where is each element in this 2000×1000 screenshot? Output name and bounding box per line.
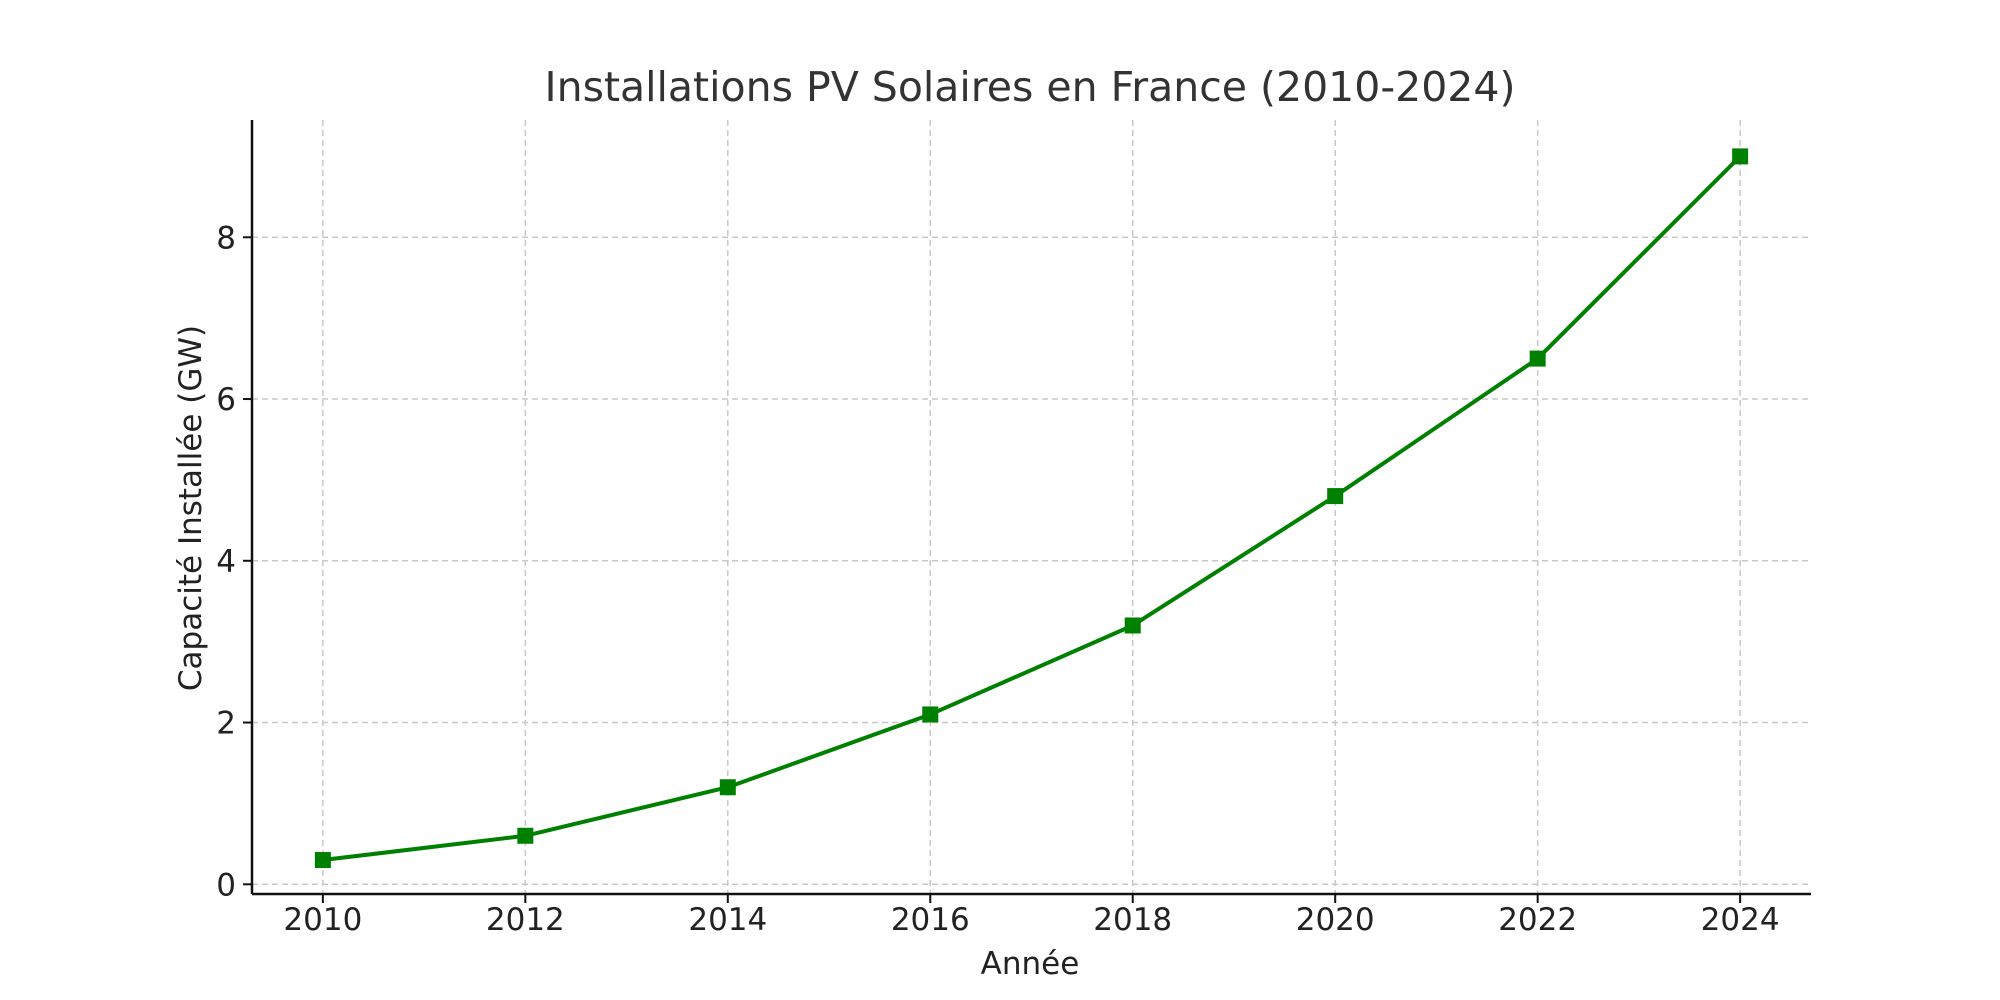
y-tick-label: 0 — [216, 867, 236, 903]
x-tick-label: 2022 — [1498, 902, 1577, 938]
data-point-marker — [314, 852, 331, 869]
series — [314, 148, 1749, 869]
y-axis-label: Capacité Installée (GW) — [173, 325, 209, 691]
y-tick-label: 2 — [216, 706, 236, 742]
x-tick-label: 2016 — [891, 902, 970, 938]
y-tick-label: 4 — [216, 544, 236, 580]
data-point-marker — [517, 827, 534, 844]
x-tick-label: 2010 — [283, 902, 362, 938]
series-line — [322, 154, 1742, 863]
ticks: 2010 2012 2014 2016 2018 2020 2022 2024 0 2 4 6 8 — [216, 220, 1779, 938]
data-point-marker — [922, 706, 939, 723]
x-tick-label: 2020 — [1296, 902, 1375, 938]
data-point-marker — [1327, 488, 1344, 505]
x-tick-label: 2012 — [486, 902, 565, 938]
data-point-marker — [719, 779, 736, 796]
axes — [250, 120, 1811, 896]
x-tick-label: 2024 — [1701, 902, 1780, 938]
data-point-marker — [1732, 148, 1749, 165]
y-tick-label: 6 — [216, 382, 236, 418]
data-point-marker — [1124, 617, 1141, 634]
chart-title: Installations PV Solaires en France (201… — [545, 63, 1516, 111]
data-point-marker — [1529, 350, 1546, 367]
x-tick-label: 2014 — [688, 902, 767, 938]
grid — [252, 120, 1811, 894]
x-axis-label: Année — [981, 946, 1080, 982]
y-tick-label: 8 — [216, 220, 236, 256]
x-tick-label: 2018 — [1093, 902, 1172, 938]
